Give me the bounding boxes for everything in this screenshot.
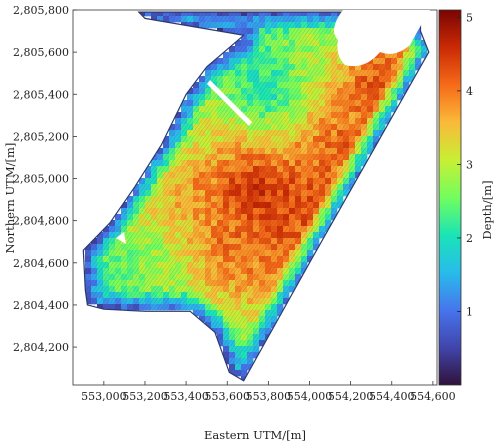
colorbar — [438, 9, 462, 386]
colorbar-tick-label: 1 — [466, 305, 473, 318]
y-tick-label: 2,804,200 — [13, 341, 69, 354]
colorbar-tick-label: 2 — [466, 232, 473, 245]
x-tick-label: 553,800 — [246, 390, 292, 403]
x-tick-label: 553,000 — [81, 390, 127, 403]
colorbar-tick-label: 5 — [466, 11, 473, 24]
inlet-cut — [116, 232, 126, 244]
island-top-right — [334, 10, 430, 67]
y-tick-label: 2,805,000 — [13, 173, 69, 186]
x-tick-label: 554,400 — [369, 390, 415, 403]
x-tick-label: 554,200 — [328, 390, 374, 403]
y-axis-label: Northern UTM/[m] — [3, 143, 17, 254]
x-tick-label: 554,000 — [287, 390, 333, 403]
x-tick-label: 554,600 — [410, 390, 456, 403]
y-tick-label: 2,805,800 — [13, 4, 69, 17]
x-tick-label: 553,400 — [163, 390, 209, 403]
domain-outline — [82, 11, 430, 382]
x-tick-label: 553,600 — [204, 390, 250, 403]
y-tick-label: 2,805,200 — [13, 130, 69, 143]
x-tick-label: 553,200 — [122, 390, 168, 403]
y-tick-label: 2,804,800 — [13, 215, 69, 228]
colorbar-ticks: 1 2 3 4 5 — [457, 11, 473, 318]
y-tick-label: 2,804,400 — [13, 299, 69, 312]
colorbar-tick-label: 4 — [466, 85, 473, 98]
colorbar-label: Depth/[m] — [480, 180, 494, 239]
y-tick-label: 2,804,600 — [13, 257, 69, 270]
island-cutouts — [116, 10, 430, 244]
x-axis-label: Eastern UTM/[m] — [204, 428, 306, 442]
y-tick-label: 2,805,400 — [13, 88, 69, 101]
colorbar-tick-label: 3 — [466, 158, 473, 171]
mesh-overlay — [83, 12, 429, 381]
x-axis: 553,000553,200553,400553,600553,800554,0… — [81, 381, 456, 403]
channel-cut — [207, 80, 252, 126]
y-axis: 2,804,200 2,804,400 2,804,600 2,804,800 2,80… — [13, 4, 77, 354]
y-tick-label: 2,805,600 — [13, 46, 69, 59]
